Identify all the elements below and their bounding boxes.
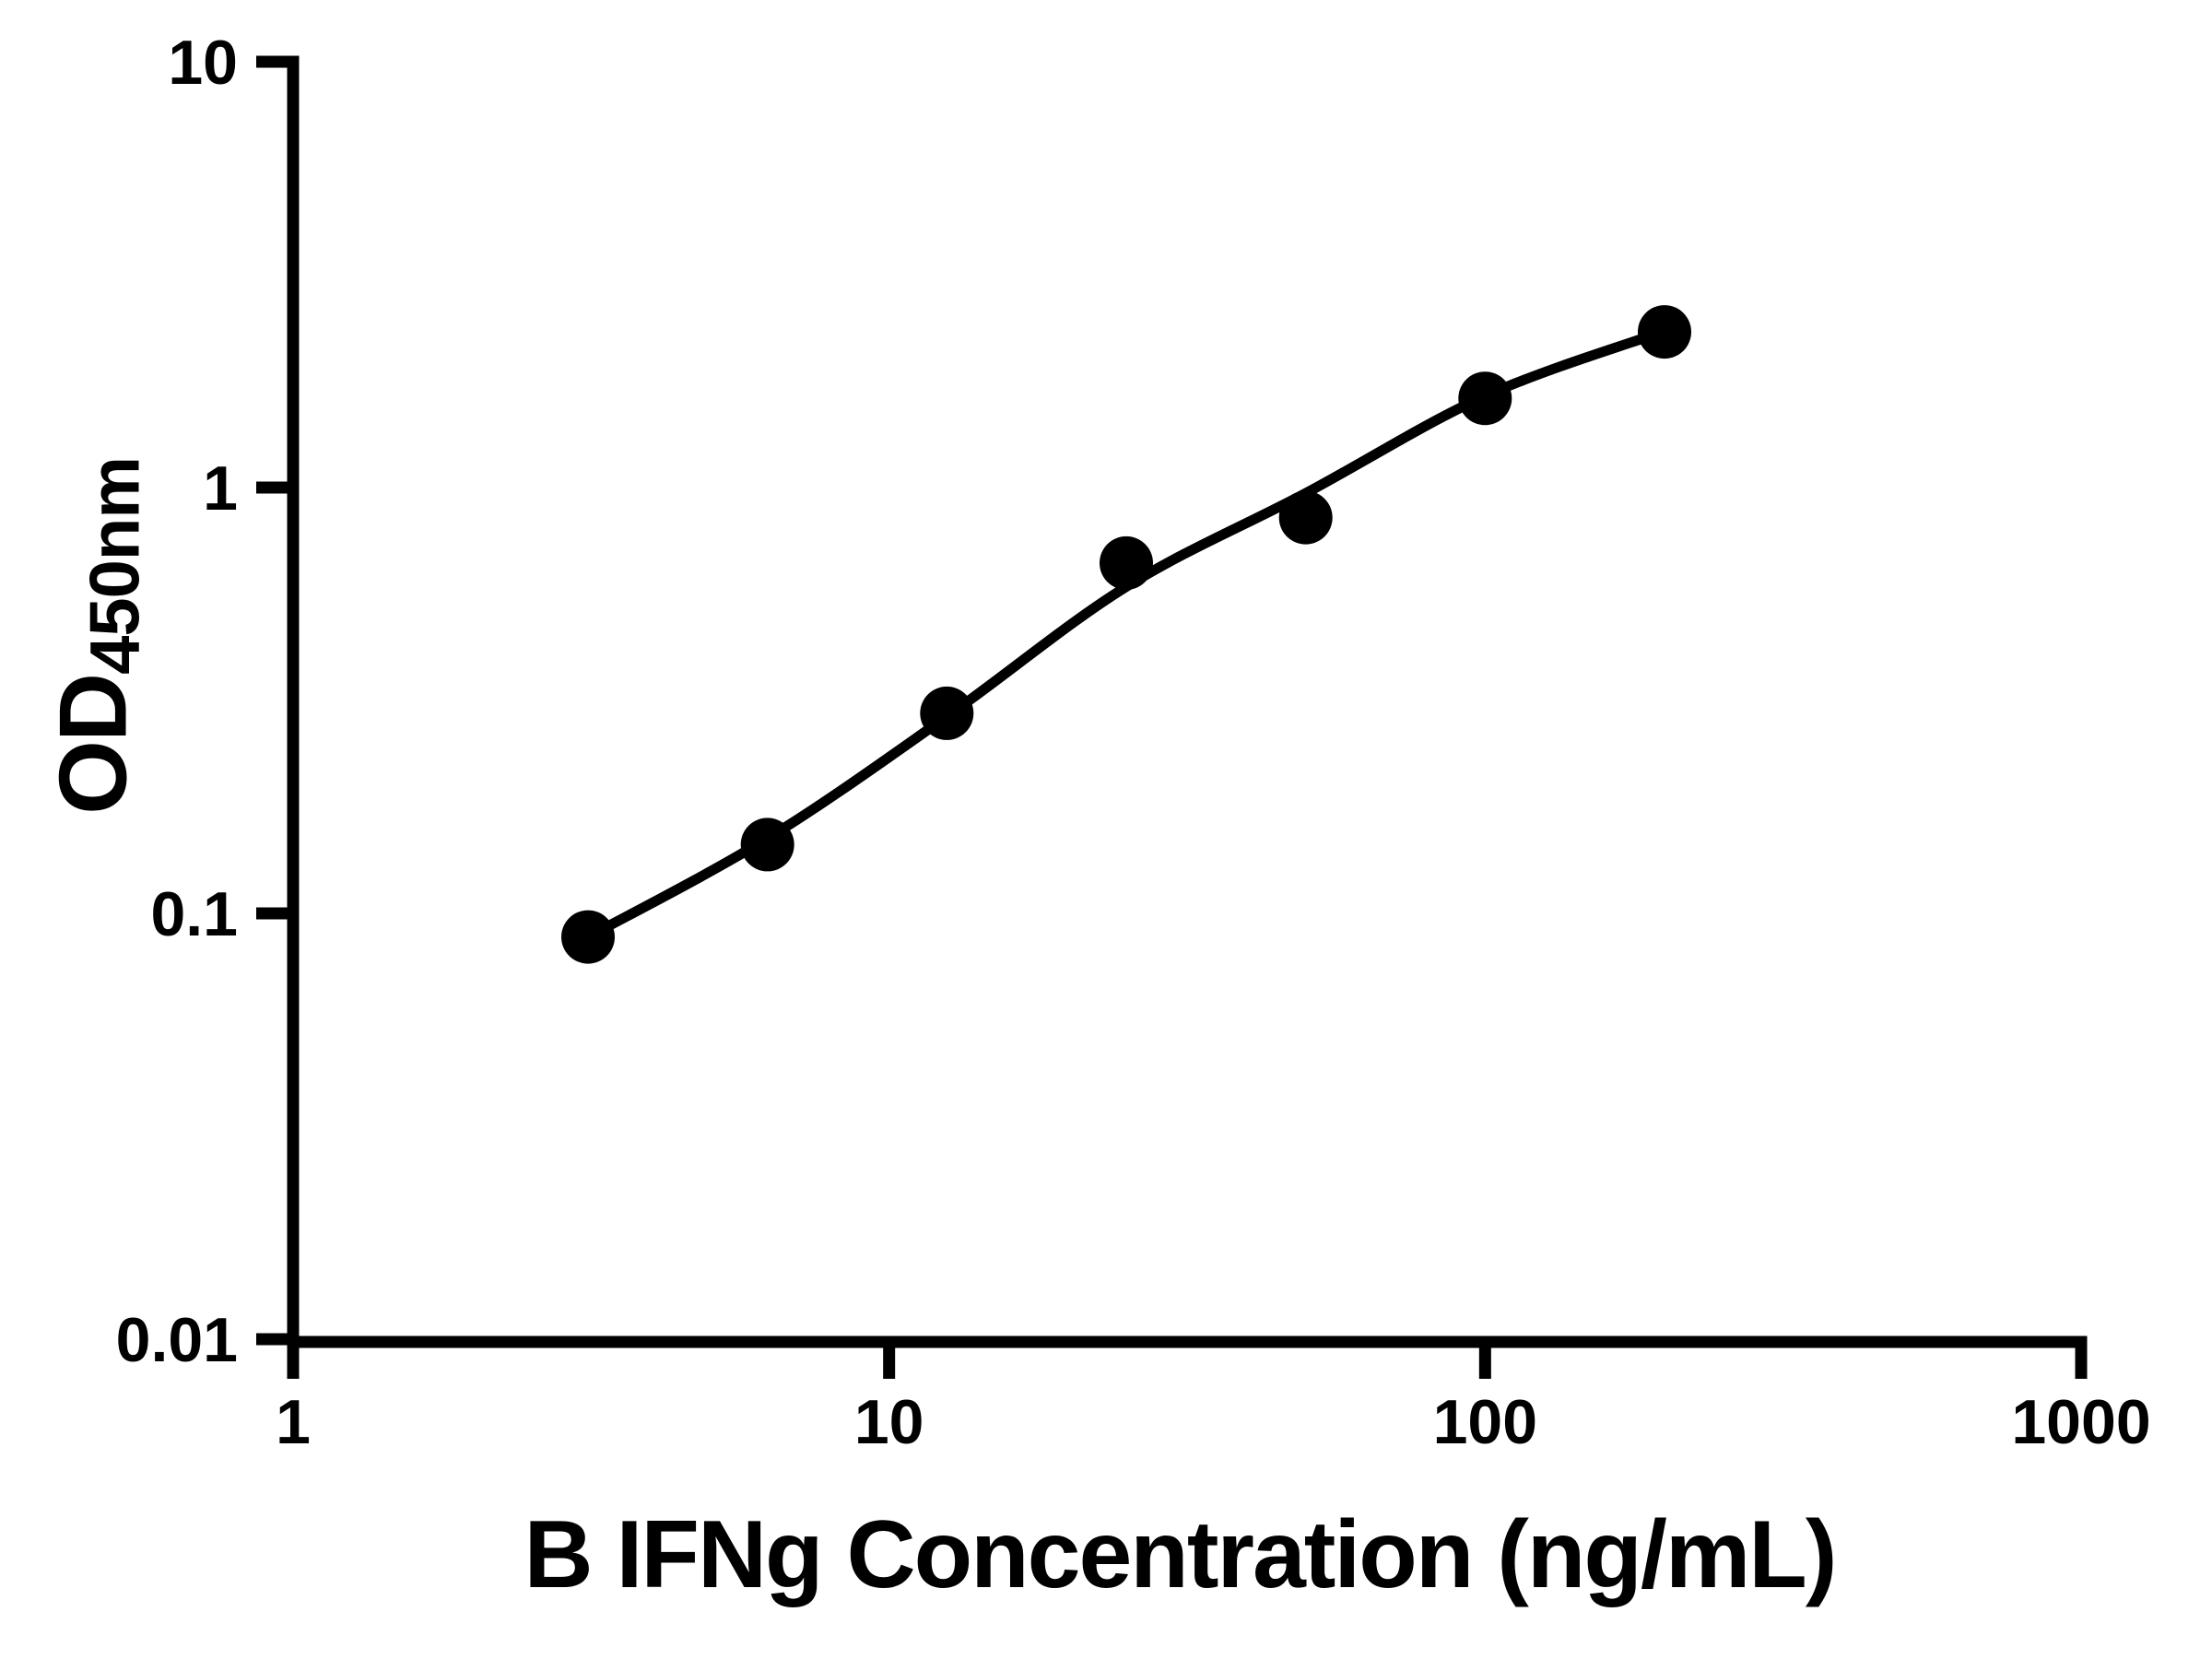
x-tick-label-1000: 1000 <box>2011 1387 2150 1457</box>
data-point-3 <box>1100 535 1153 590</box>
y-axis-title-subscript: 450nm <box>76 457 155 675</box>
x-axis-title: B IFNg Concentration (ng/mL) <box>524 1501 1838 1608</box>
data-point-1 <box>740 818 794 872</box>
y-tick-label-0.01: 0.01 <box>116 1305 238 1375</box>
x-tick-label-1: 1 <box>276 1387 311 1457</box>
y-tick-label-0.1: 0.1 <box>150 879 238 949</box>
data-point-0 <box>561 910 615 964</box>
y-axis-title: OD450nm <box>40 457 155 815</box>
data-point-4 <box>1278 490 1333 545</box>
y-tick-label-1: 1 <box>203 453 238 524</box>
y-axis-title-main: OD <box>40 674 147 815</box>
data-point-6 <box>1638 305 1691 359</box>
data-point-2 <box>920 686 974 740</box>
y-tick-label-10: 10 <box>168 28 238 98</box>
x-tick-label-100: 100 <box>1433 1387 1537 1457</box>
x-tick-label-10: 10 <box>854 1387 924 1457</box>
data-point-5 <box>1458 371 1512 426</box>
